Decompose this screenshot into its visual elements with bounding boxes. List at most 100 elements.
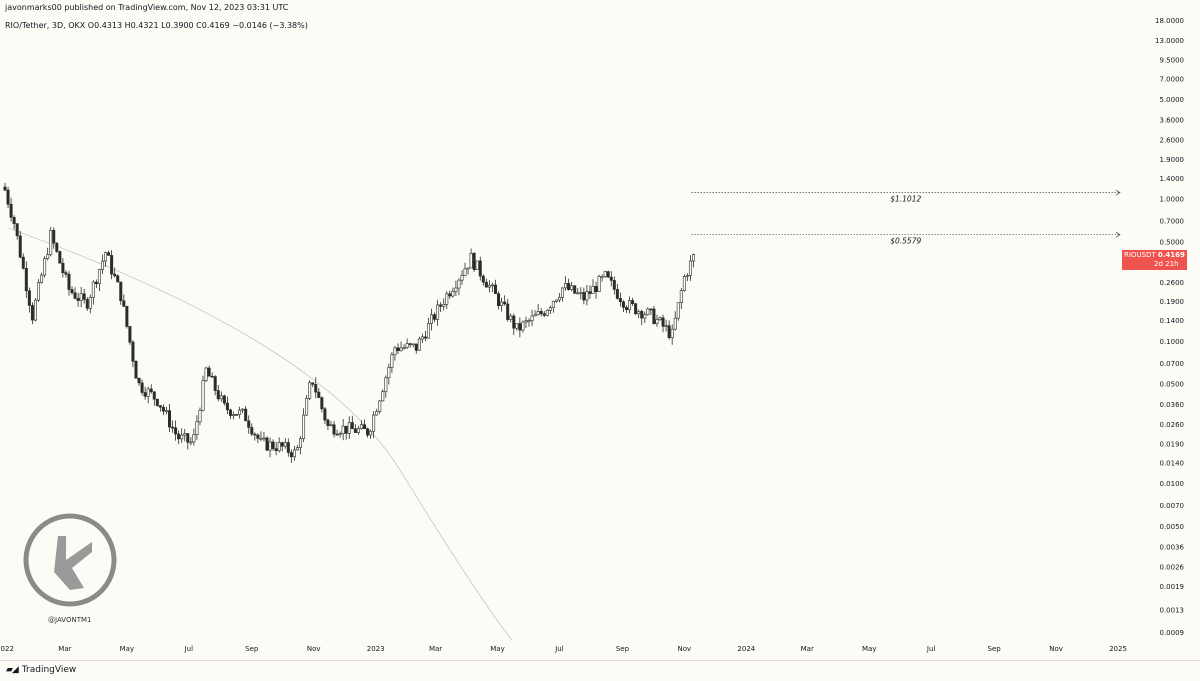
candle-body — [256, 434, 260, 439]
candle-body — [524, 320, 528, 323]
candle-body — [204, 367, 208, 381]
y-tick-label: 0.7000 — [1160, 218, 1185, 226]
candle-body — [225, 402, 229, 411]
candle-body — [564, 283, 568, 289]
candle-body — [381, 391, 385, 402]
candle-body — [280, 442, 284, 447]
candle-body — [356, 428, 360, 433]
candle-body — [448, 293, 452, 297]
candle-body — [55, 242, 59, 252]
candle-body — [634, 303, 638, 315]
y-tick-label: 2.6000 — [1160, 137, 1185, 145]
candle-body — [195, 421, 199, 435]
candle-body — [228, 409, 232, 416]
candle-body — [164, 410, 168, 412]
x-tick-label: Sep — [245, 645, 259, 653]
candle-body — [222, 395, 226, 404]
candle-body — [655, 319, 659, 324]
candle-body — [125, 305, 129, 327]
y-tick-label: 0.2600 — [1160, 279, 1185, 287]
candle-body — [664, 325, 668, 327]
x-tick-label: Mar — [801, 645, 814, 653]
candle-body — [646, 308, 650, 315]
candle-body — [64, 272, 68, 275]
target-arrow-icon — [1115, 231, 1121, 238]
candle-body — [320, 397, 324, 410]
candle-body — [61, 262, 65, 273]
candle-body — [235, 414, 239, 416]
candle-body — [588, 291, 592, 294]
logo-watermark-icon — [23, 513, 117, 607]
x-tick-label: Jul — [184, 645, 194, 653]
price-tag-symbol: RIOUSDT — [1124, 251, 1156, 259]
candle-body — [168, 410, 172, 428]
candle-body — [52, 230, 56, 244]
candle-body — [88, 297, 92, 309]
x-tick-label: Jul — [554, 645, 564, 653]
y-tick-label: 0.0100 — [1160, 480, 1185, 488]
candle-body — [24, 268, 28, 292]
candle-body — [283, 442, 287, 447]
candle-body — [576, 292, 580, 295]
tradingview-logo[interactable]: ▰◢ TradingView — [6, 665, 76, 675]
candle-body — [219, 395, 223, 400]
candle-body — [314, 384, 318, 393]
x-tick-label: May — [490, 645, 504, 653]
candle-body — [238, 409, 242, 415]
y-tick-label: 5.0000 — [1160, 96, 1185, 104]
candle-body — [688, 260, 692, 276]
candle-body — [353, 428, 357, 433]
candle-body — [618, 298, 622, 303]
trend-curve — [7, 227, 513, 641]
candle-body — [70, 289, 74, 294]
candle-body — [463, 268, 467, 276]
candle-body — [107, 252, 111, 256]
candle-body — [262, 437, 266, 440]
candle-body — [369, 430, 373, 436]
candle-body — [189, 441, 193, 444]
x-tick-label: 2025 — [1109, 645, 1127, 653]
candle-body — [420, 336, 424, 340]
candle-body — [612, 280, 616, 290]
candle-body — [679, 290, 683, 303]
candle-body — [155, 398, 159, 406]
candle-body — [423, 336, 427, 339]
candle-body — [676, 302, 680, 319]
candle-body — [174, 427, 178, 435]
candle-body — [305, 398, 309, 416]
candle-body — [405, 343, 409, 348]
time-axis[interactable]: 2022 Mar May Jul Sep Nov 2023 Mar May Jul Sep Nov 20… — [0, 645, 1127, 653]
candle-body — [362, 424, 366, 430]
ohlc-legend: RIO/Tether, 3D, OKX O0.4313 H0.4321 L0.3… — [5, 21, 308, 30]
candle-body — [597, 276, 601, 292]
y-tick-label: 0.0140 — [1160, 459, 1185, 467]
candle-body — [579, 292, 583, 294]
candle-body — [472, 253, 476, 270]
candle-body — [551, 301, 555, 308]
candle-body — [661, 317, 665, 327]
candle-body — [643, 314, 647, 319]
x-tick-label: Nov — [1049, 645, 1063, 653]
candle-body — [439, 304, 443, 307]
candle-body — [692, 254, 696, 262]
candle-body — [308, 382, 312, 399]
candle-body — [274, 448, 278, 451]
y-tick-label: 1.0000 — [1160, 196, 1185, 204]
price-axis[interactable]: 18.0000 13.0000 9.5000 7.0000 5.0000 3.6000 2.… — [1155, 17, 1184, 637]
candle-body — [289, 452, 293, 458]
target-lines: $1.1012 $0.5579 — [691, 189, 1121, 246]
price-chart[interactable]: $1.1012 $0.5579 18.0000 13.0000 9.5000 7.000… — [0, 0, 1200, 660]
candle-body — [350, 422, 354, 429]
candle-body — [442, 304, 446, 307]
candle-body — [530, 315, 534, 321]
candle-body — [329, 424, 333, 427]
y-tick-label: 3.6000 — [1160, 116, 1185, 124]
candle-body — [311, 382, 315, 385]
target-label: $0.5579 — [890, 237, 921, 246]
candle-body — [649, 308, 653, 311]
candle-body — [91, 281, 95, 298]
candle-body — [299, 438, 303, 448]
candle-body — [521, 321, 525, 331]
y-tick-label: 0.0500 — [1160, 381, 1185, 389]
candle-body — [15, 223, 19, 237]
